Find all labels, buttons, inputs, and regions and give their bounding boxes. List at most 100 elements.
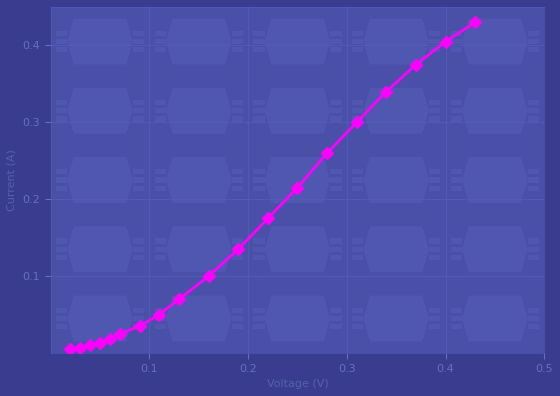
Polygon shape (265, 42, 330, 65)
Polygon shape (133, 47, 144, 52)
Polygon shape (155, 186, 166, 191)
Polygon shape (429, 116, 440, 122)
Polygon shape (56, 108, 67, 113)
Polygon shape (232, 169, 243, 174)
Polygon shape (155, 100, 166, 105)
Polygon shape (429, 308, 440, 313)
Polygon shape (155, 177, 166, 183)
Polygon shape (265, 19, 330, 42)
Polygon shape (462, 180, 528, 203)
Polygon shape (133, 100, 144, 105)
Polygon shape (429, 47, 440, 52)
Polygon shape (232, 324, 243, 329)
Polygon shape (352, 186, 363, 191)
Polygon shape (451, 39, 462, 44)
Polygon shape (155, 324, 166, 329)
Polygon shape (67, 318, 133, 341)
Polygon shape (429, 31, 440, 36)
Polygon shape (330, 169, 342, 174)
Polygon shape (133, 247, 144, 252)
Polygon shape (462, 318, 528, 341)
Polygon shape (155, 308, 166, 313)
Polygon shape (352, 31, 363, 36)
Polygon shape (429, 186, 440, 191)
Polygon shape (451, 116, 462, 122)
Polygon shape (232, 116, 243, 122)
Polygon shape (253, 186, 265, 191)
Polygon shape (462, 226, 528, 249)
Polygon shape (166, 318, 232, 341)
Polygon shape (67, 157, 133, 180)
Polygon shape (451, 47, 462, 52)
Polygon shape (451, 247, 462, 252)
Polygon shape (330, 39, 342, 44)
Polygon shape (528, 316, 539, 321)
Polygon shape (253, 108, 265, 113)
Polygon shape (67, 42, 133, 65)
Polygon shape (330, 238, 342, 244)
Polygon shape (155, 108, 166, 113)
Polygon shape (155, 238, 166, 244)
Polygon shape (56, 316, 67, 321)
Polygon shape (56, 255, 67, 260)
Polygon shape (155, 39, 166, 44)
Polygon shape (67, 19, 133, 42)
Polygon shape (133, 186, 144, 191)
Polygon shape (265, 157, 330, 180)
Polygon shape (429, 247, 440, 252)
Polygon shape (363, 88, 429, 111)
Polygon shape (253, 255, 265, 260)
Polygon shape (429, 177, 440, 183)
Polygon shape (56, 47, 67, 52)
Polygon shape (352, 308, 363, 313)
Polygon shape (429, 100, 440, 105)
Polygon shape (363, 42, 429, 65)
Polygon shape (330, 186, 342, 191)
X-axis label: Voltage (V): Voltage (V) (267, 379, 328, 389)
Polygon shape (363, 249, 429, 272)
Polygon shape (166, 295, 232, 318)
Polygon shape (56, 238, 67, 244)
Polygon shape (253, 308, 265, 313)
Polygon shape (232, 316, 243, 321)
Polygon shape (352, 100, 363, 105)
Polygon shape (253, 39, 265, 44)
Polygon shape (330, 116, 342, 122)
Polygon shape (330, 100, 342, 105)
Polygon shape (462, 88, 528, 111)
Polygon shape (155, 247, 166, 252)
Polygon shape (528, 238, 539, 244)
Polygon shape (232, 247, 243, 252)
Polygon shape (451, 169, 462, 174)
Polygon shape (429, 169, 440, 174)
Polygon shape (528, 255, 539, 260)
Polygon shape (56, 186, 67, 191)
Polygon shape (451, 177, 462, 183)
Polygon shape (265, 295, 330, 318)
Polygon shape (330, 47, 342, 52)
Polygon shape (462, 295, 528, 318)
Polygon shape (528, 324, 539, 329)
Polygon shape (352, 39, 363, 44)
Polygon shape (253, 116, 265, 122)
Polygon shape (133, 308, 144, 313)
Polygon shape (133, 108, 144, 113)
Polygon shape (232, 100, 243, 105)
Polygon shape (67, 180, 133, 203)
Polygon shape (253, 169, 265, 174)
Polygon shape (166, 42, 232, 65)
Polygon shape (67, 249, 133, 272)
Polygon shape (67, 88, 133, 111)
Polygon shape (352, 324, 363, 329)
Polygon shape (232, 238, 243, 244)
Polygon shape (265, 111, 330, 134)
Polygon shape (133, 255, 144, 260)
Polygon shape (462, 111, 528, 134)
Polygon shape (265, 249, 330, 272)
Polygon shape (330, 247, 342, 252)
Polygon shape (253, 238, 265, 244)
Polygon shape (133, 39, 144, 44)
Polygon shape (166, 157, 232, 180)
Polygon shape (253, 47, 265, 52)
Polygon shape (253, 177, 265, 183)
